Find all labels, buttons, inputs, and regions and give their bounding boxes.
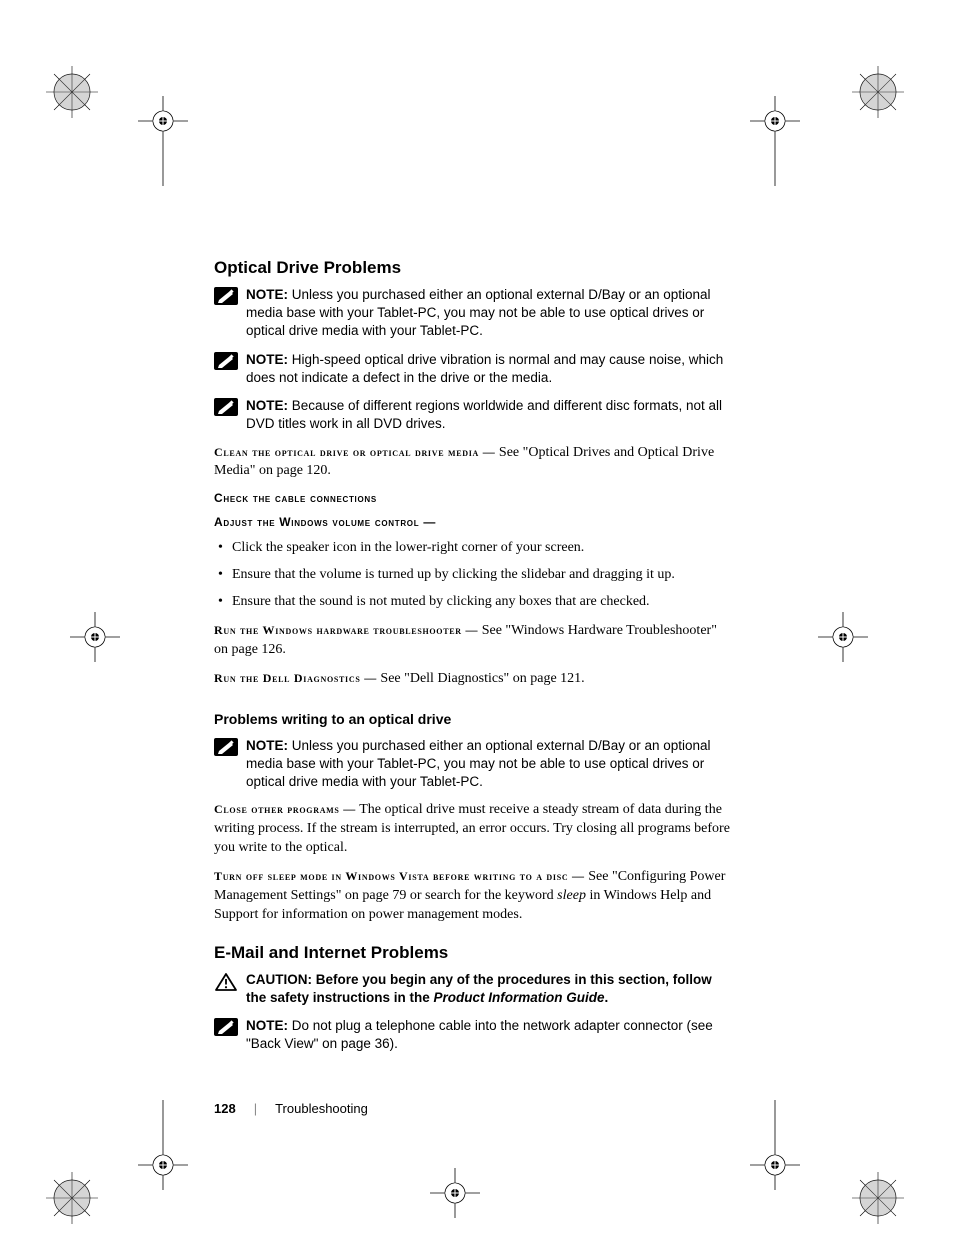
caution-block: CAUTION: Before you begin any of the pro… xyxy=(214,971,734,1007)
runhead-check-cables: Check the cable connections xyxy=(214,491,734,505)
crop-mark-ml xyxy=(70,612,120,662)
para-hw-troubleshooter: Run the Windows hardware troubleshooter … xyxy=(214,622,734,660)
note-text-4: NOTE: Unless you purchased either an opt… xyxy=(246,737,734,792)
crop-mark-bl-inner xyxy=(138,1100,188,1190)
note-icon xyxy=(214,352,238,370)
note-text-2: NOTE: High-speed optical drive vibration… xyxy=(246,351,734,387)
heading-optical-drive: Optical Drive Problems xyxy=(214,258,734,278)
note-icon xyxy=(214,1018,238,1036)
caution-label: CAUTION: xyxy=(246,972,312,987)
crop-mark-tl-inner xyxy=(138,96,188,186)
note-body: Unless you purchased either an optional … xyxy=(246,738,711,789)
note-icon xyxy=(214,287,238,305)
list-item: Click the speaker icon in the lower-righ… xyxy=(214,539,734,558)
note-label: NOTE: xyxy=(246,398,288,413)
page-footer: 128 | Troubleshooting xyxy=(214,1101,368,1116)
footer-separator: | xyxy=(254,1101,257,1116)
note-label: NOTE: xyxy=(246,1018,288,1033)
crop-mark-bm xyxy=(430,1168,480,1218)
note-block-3: NOTE: Because of different regions world… xyxy=(214,397,734,433)
runhead-hw-troubleshooter: Run the Windows hardware troubleshooter … xyxy=(214,623,478,637)
note-label: NOTE: xyxy=(246,287,288,302)
list-item: Ensure that the volume is turned up by c… xyxy=(214,566,734,585)
runhead-sleep: Turn off sleep mode in Windows Vista bef… xyxy=(214,869,585,883)
note-label: NOTE: xyxy=(246,352,288,367)
note-body: Unless you purchased either an optional … xyxy=(246,287,711,338)
crop-mark-br-outer xyxy=(848,1168,908,1228)
runhead-clean: Clean the optical drive or optical drive… xyxy=(214,445,495,459)
para-sleep-mode: Turn off sleep mode in Windows Vista bef… xyxy=(214,868,734,925)
keyword-sleep: sleep xyxy=(557,888,586,903)
crop-mark-tr-outer xyxy=(848,62,908,122)
runhead-adjust-volume: Adjust the Windows volume control — xyxy=(214,515,734,529)
page-content: Optical Drive Problems NOTE: Unless you … xyxy=(214,258,734,1064)
note-block-5: NOTE: Do not plug a telephone cable into… xyxy=(214,1017,734,1053)
caution-text: CAUTION: Before you begin any of the pro… xyxy=(246,971,734,1007)
footer-section-name: Troubleshooting xyxy=(275,1101,368,1116)
caution-body-b: . xyxy=(605,990,609,1005)
note-icon xyxy=(214,398,238,416)
note-label: NOTE: xyxy=(246,738,288,753)
note-icon xyxy=(214,738,238,756)
crop-mark-tr-inner xyxy=(750,96,800,186)
heading-email-internet: E-Mail and Internet Problems xyxy=(214,943,734,963)
crop-mark-bl-outer xyxy=(42,1168,102,1228)
note-block-2: NOTE: High-speed optical drive vibration… xyxy=(214,351,734,387)
note-block-4: NOTE: Unless you purchased either an opt… xyxy=(214,737,734,792)
volume-bullets: Click the speaker icon in the lower-righ… xyxy=(214,539,734,612)
caution-icon xyxy=(214,972,238,997)
note-block-1: NOTE: Unless you purchased either an opt… xyxy=(214,286,734,341)
list-item: Ensure that the sound is not muted by cl… xyxy=(214,593,734,612)
note-body: Because of different regions worldwide a… xyxy=(246,398,722,431)
note-body: High-speed optical drive vibration is no… xyxy=(246,352,723,385)
crop-mark-tl-outer xyxy=(42,62,102,122)
subheading-writing: Problems writing to an optical drive xyxy=(214,711,734,727)
runhead-close-programs: Close other programs — xyxy=(214,802,356,816)
note-text-1: NOTE: Unless you purchased either an opt… xyxy=(246,286,734,341)
note-text-5: NOTE: Do not plug a telephone cable into… xyxy=(246,1017,734,1053)
runbody-dell-diag: See "Dell Diagnostics" on page 121. xyxy=(377,671,585,686)
note-text-3: NOTE: Because of different regions world… xyxy=(246,397,734,433)
para-clean-drive: Clean the optical drive or optical drive… xyxy=(214,444,734,482)
caution-guide: Product Information Guide xyxy=(434,990,605,1005)
para-dell-diag: Run the Dell Diagnostics — See "Dell Dia… xyxy=(214,670,734,689)
note-body: Do not plug a telephone cable into the n… xyxy=(246,1018,713,1051)
runhead-dell-diag: Run the Dell Diagnostics — xyxy=(214,671,377,685)
para-close-programs: Close other programs — The optical drive… xyxy=(214,801,734,858)
crop-mark-mr xyxy=(818,612,868,662)
crop-mark-br-inner xyxy=(750,1100,800,1190)
page-number: 128 xyxy=(214,1101,236,1116)
